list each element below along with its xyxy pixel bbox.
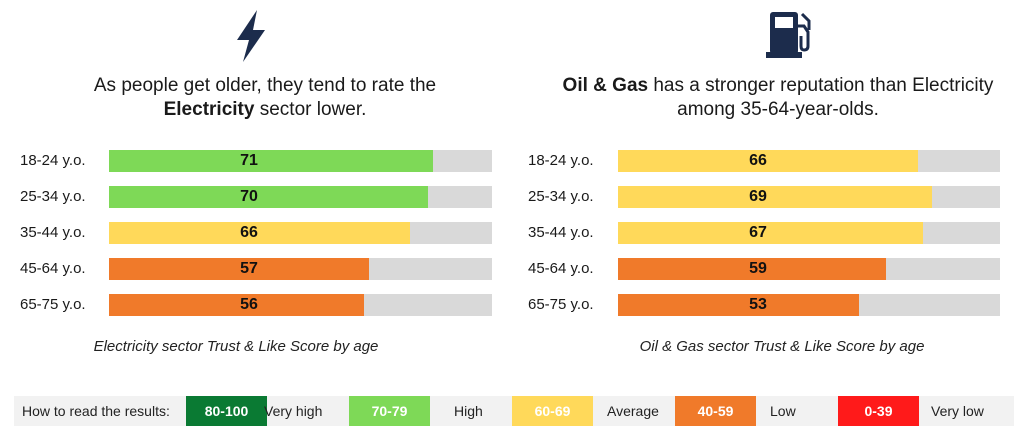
bar-track: 56 (109, 294, 492, 316)
bar-row: 65-75 y.o. 56 (0, 294, 512, 316)
bar-value-label: 71 (240, 152, 258, 169)
legend-swatch: 40-59 (675, 396, 756, 426)
electricity-headline-bold: Electricity (163, 99, 255, 120)
bar-row: 25-34 y.o. 69 (512, 186, 1024, 208)
bar-row: 35-44 y.o. 66 (0, 222, 512, 244)
bar-value-label: 57 (240, 260, 258, 277)
age-label: 25-34 y.o. (20, 188, 86, 205)
legend-swatch: 70-79 (349, 396, 430, 426)
bar (618, 258, 886, 280)
bar-value-label: 67 (749, 224, 767, 241)
bar (618, 150, 918, 172)
bar-track: 53 (618, 294, 1000, 316)
age-label: 35-44 y.o. (528, 224, 594, 241)
bar-row: 18-24 y.o. 66 (512, 150, 1024, 172)
bar-value-label: 53 (749, 296, 767, 313)
age-label: 45-64 y.o. (528, 260, 594, 277)
bar-row: 35-44 y.o. 67 (512, 222, 1024, 244)
bar-value-label: 69 (749, 188, 767, 205)
results-legend: How to read the results: 80-100 Very high… (14, 396, 1014, 426)
bar-track: 67 (618, 222, 1000, 244)
electricity-caption: Electricity sector Trust & Like Score by… (93, 338, 379, 355)
oil-gas-headline: Oil & Gas has a stronger reputation than… (562, 75, 994, 120)
bar-row: 65-75 y.o. 53 (512, 294, 1024, 316)
legend-title: How to read the results: (22, 403, 170, 419)
bar-value-label: 66 (240, 224, 258, 241)
bar-track: 71 (109, 150, 492, 172)
bar-value-label: 66 (749, 152, 767, 169)
legend-label: Average (607, 403, 659, 419)
lightning-bolt-icon (221, 6, 281, 66)
age-label: 18-24 y.o. (528, 152, 594, 169)
legend-swatch: 80-100 (186, 396, 267, 426)
bar-track: 57 (109, 258, 492, 280)
bar-row: 18-24 y.o. 71 (0, 150, 512, 172)
age-label: 45-64 y.o. (20, 260, 86, 277)
bar (618, 186, 932, 208)
bar-value-label: 59 (749, 260, 767, 277)
bar (109, 186, 428, 208)
age-label: 65-75 y.o. (528, 296, 594, 313)
age-label: 25-34 y.o. (528, 188, 594, 205)
legend-label: Very low (931, 403, 984, 419)
age-label: 65-75 y.o. (20, 296, 86, 313)
bar (618, 222, 923, 244)
bar-row: 45-64 y.o. 59 (512, 258, 1024, 280)
oil-gas-caption: Oil & Gas sector Trust & Like Score by a… (639, 338, 925, 355)
age-label: 35-44 y.o. (20, 224, 86, 241)
bar-value-label: 70 (240, 188, 258, 205)
electricity-headline: As people get older, they tend to rate t… (93, 75, 437, 120)
legend-label: Low (770, 403, 796, 419)
legend-label: High (454, 403, 483, 419)
bar (109, 150, 433, 172)
fuel-pump-icon (762, 6, 822, 66)
legend-swatch: 0-39 (838, 396, 919, 426)
bar-value-label: 56 (240, 296, 258, 313)
legend-label: Very high (264, 403, 323, 419)
legend-swatch: 60-69 (512, 396, 593, 426)
age-label: 18-24 y.o. (20, 152, 86, 169)
bar (618, 294, 859, 316)
oil-gas-panel: Oil & Gas has a stronger reputation than… (512, 0, 1024, 370)
bar (109, 294, 364, 316)
bar-row: 25-34 y.o. 70 (0, 186, 512, 208)
bar-track: 66 (618, 150, 1000, 172)
bar (109, 222, 410, 244)
bar-track: 69 (618, 186, 1000, 208)
bar (109, 258, 369, 280)
bar-track: 70 (109, 186, 492, 208)
bar-track: 66 (109, 222, 492, 244)
bar-track: 59 (618, 258, 1000, 280)
oil-gas-headline-bold: Oil & Gas (562, 75, 649, 96)
electricity-panel: As people get older, they tend to rate t… (0, 0, 512, 370)
bar-row: 45-64 y.o. 57 (0, 258, 512, 280)
